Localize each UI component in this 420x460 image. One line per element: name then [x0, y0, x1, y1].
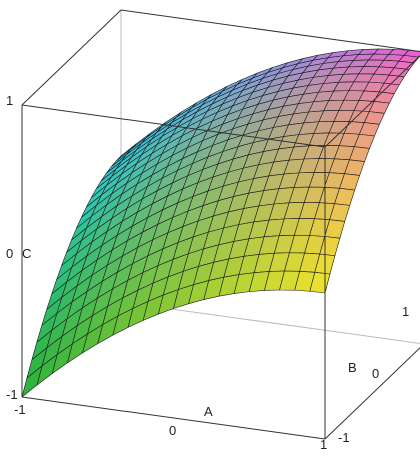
b-tick-minus-1: -1 [338, 430, 350, 445]
surface-mesh [21, 48, 420, 398]
a-tick-1: 1 [320, 437, 327, 452]
b-tick-0: 0 [372, 366, 379, 381]
box-edge-top-back [120, 9, 420, 52]
b-axis-label: B [348, 360, 357, 375]
box-edge-front-bottom [21, 396, 326, 440]
a-tick-0: 0 [169, 423, 176, 438]
c-tick-minus-1: -1 [6, 387, 18, 402]
box-edge-top-right [324, 55, 420, 148]
box-edge-top-front [21, 104, 326, 148]
a-axis-label: A [204, 404, 213, 419]
box-edge-top-left [21, 9, 122, 106]
c-axis-label: C [22, 246, 31, 261]
b-tick-1: 1 [402, 304, 409, 319]
a-tick-minus-1: -1 [14, 402, 26, 417]
c-tick-1: 1 [6, 93, 13, 108]
box-front-edges [21, 9, 420, 440]
box-edge-right-bottom [324, 347, 420, 440]
c-tick-0: 0 [6, 246, 13, 261]
